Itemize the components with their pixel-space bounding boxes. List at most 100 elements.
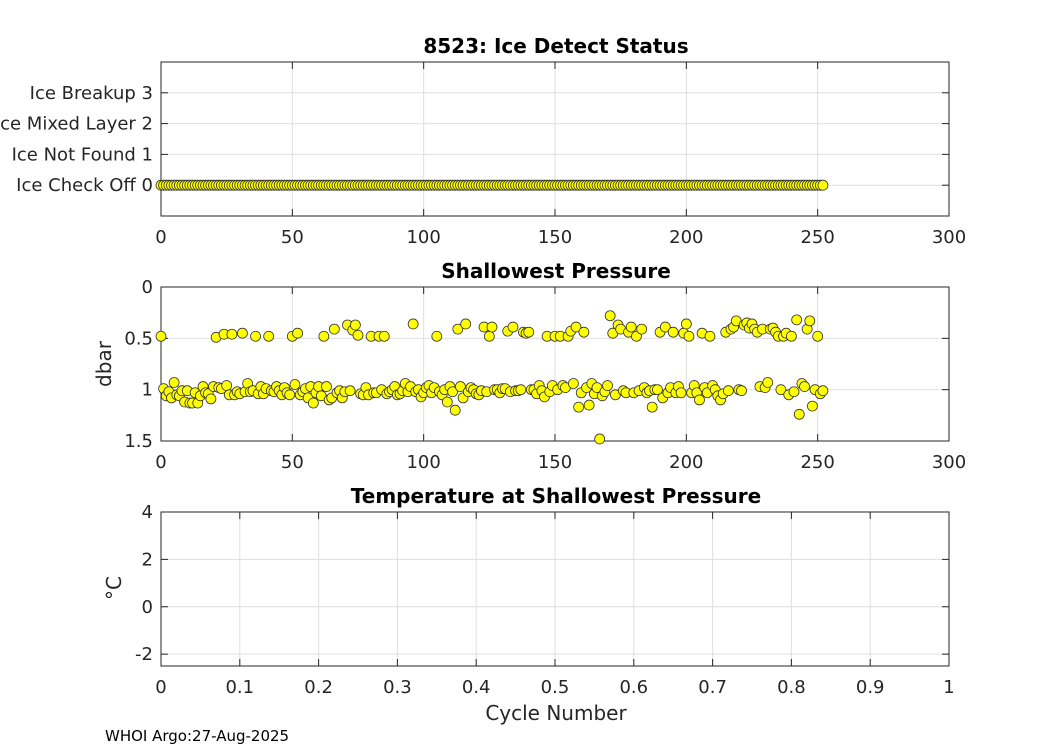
data-point [762, 377, 774, 388]
y-tick-label: 1.5 [124, 431, 153, 452]
data-point [804, 315, 816, 327]
y-tick-label: 0 [142, 277, 153, 298]
data-point [352, 329, 364, 341]
cycle-number-xlabel: Cycle Number [485, 701, 627, 725]
data-point [704, 330, 716, 342]
data-point [817, 179, 829, 191]
temperature-title: Temperature at Shallowest Pressure [351, 484, 761, 508]
data-point [675, 387, 687, 399]
data-point [289, 379, 301, 390]
data-point [205, 393, 217, 405]
data-point [567, 378, 579, 389]
data-point [460, 318, 472, 330]
data-point [263, 330, 275, 342]
ice-status-title: 8523: Ice Detect Status [423, 34, 688, 58]
data-point [523, 326, 535, 338]
data-point [646, 401, 658, 413]
data-point [812, 330, 824, 342]
pressure-ylabel: dbar [92, 340, 116, 387]
data-point [483, 330, 495, 342]
data-point [604, 310, 616, 322]
data-point [515, 384, 527, 396]
data-point [307, 397, 319, 409]
y-tick-label: -2 [135, 644, 153, 665]
y-tick-label: Ice Mixed Layer 2 [0, 114, 153, 135]
data-point [583, 399, 595, 411]
x-tick-label: 50 [281, 452, 304, 473]
x-tick-label: 50 [281, 227, 304, 248]
data-point [594, 433, 606, 445]
x-tick-label: 1 [943, 677, 954, 698]
data-point [631, 330, 642, 342]
data-point [652, 384, 663, 396]
pressure-title: Shallowest Pressure [441, 259, 671, 283]
y-tick-label: Ice Not Found 1 [12, 144, 153, 165]
data-point [793, 408, 805, 420]
temperature-ylabel: °C [102, 576, 126, 600]
data-point [328, 323, 340, 335]
y-tick-label: Ice Breakup 3 [30, 83, 153, 104]
data-point [788, 386, 800, 398]
x-tick-label: 0.7 [698, 677, 727, 698]
y-tick-label: 0 [142, 597, 153, 618]
x-tick-label: 0.5 [541, 677, 570, 698]
data-point [817, 385, 829, 397]
data-point [292, 327, 303, 339]
data-point [786, 330, 797, 342]
x-tick-label: 0.9 [856, 677, 885, 698]
x-tick-label: 150 [538, 227, 572, 248]
x-tick-label: 250 [800, 452, 834, 473]
data-point [602, 380, 613, 391]
x-tick-label: 0 [155, 677, 166, 698]
y-tick-label: 1 [142, 380, 153, 401]
data-point [452, 323, 464, 335]
x-tick-label: 100 [406, 452, 440, 473]
data-point [573, 401, 585, 413]
x-tick-label: 0.3 [383, 677, 412, 698]
data-point [155, 330, 167, 342]
data-point [378, 330, 390, 342]
data-point [449, 404, 461, 416]
data-point [344, 385, 356, 397]
data-point [507, 321, 519, 333]
data-point [284, 389, 296, 401]
x-tick-label: 300 [932, 452, 966, 473]
data-point [683, 330, 695, 342]
y-tick-label: 2 [142, 549, 153, 570]
x-tick-label: 200 [669, 452, 703, 473]
data-point [431, 330, 443, 342]
x-tick-label: 0 [155, 452, 166, 473]
data-point [722, 385, 734, 397]
data-point [349, 319, 361, 331]
data-point [791, 314, 803, 326]
y-tick-label: 4 [142, 502, 153, 523]
x-tick-label: 200 [669, 227, 703, 248]
x-tick-label: 0.6 [619, 677, 648, 698]
x-tick-label: 250 [800, 227, 834, 248]
data-point [775, 384, 787, 396]
data-point [659, 321, 671, 333]
data-point [694, 394, 705, 406]
data-point [168, 377, 180, 388]
x-tick-label: 0.2 [304, 677, 333, 698]
data-point [226, 328, 238, 340]
x-tick-label: 0.1 [225, 677, 254, 698]
data-point [570, 321, 582, 333]
data-point [799, 381, 810, 392]
x-tick-label: 0 [155, 227, 166, 248]
data-point [486, 321, 498, 333]
data-point [447, 386, 458, 398]
x-tick-label: 0.4 [462, 677, 491, 698]
x-tick-label: 300 [932, 227, 966, 248]
x-tick-label: 100 [406, 227, 440, 248]
data-point [667, 326, 679, 338]
data-point [636, 323, 648, 335]
data-point [578, 326, 590, 338]
data-point [407, 318, 419, 330]
data-point [321, 381, 332, 392]
pressure-axes: 0 50 100 150 200 250 300 0 0.5 1 1.5 [124, 277, 966, 473]
y-tick-label: Ice Check Off 0 [16, 175, 153, 196]
data-point [237, 327, 248, 339]
